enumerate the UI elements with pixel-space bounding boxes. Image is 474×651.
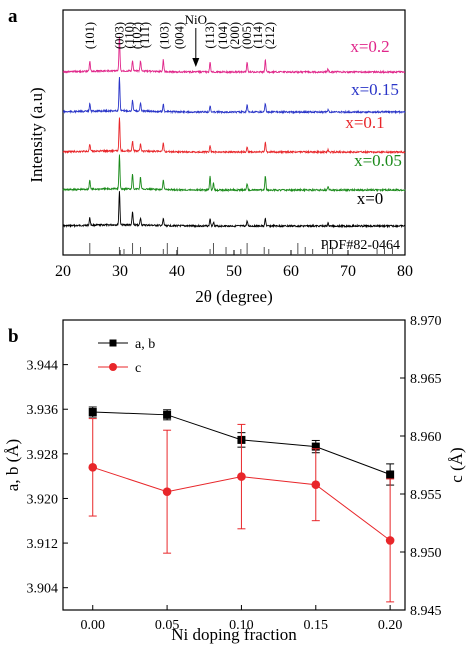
x-tick-label-40: 40	[169, 263, 185, 280]
b-yl-tick-label-2: 3.920	[27, 492, 59, 507]
xrd-pattern-x=0.05	[62, 154, 406, 193]
peak-label-(005): (005)	[240, 22, 254, 49]
lattice-series	[88, 406, 395, 603]
panel-a-ylabel: Intensity (a.u)	[27, 87, 46, 182]
b-yr-tick-label-3: 8.960	[410, 430, 442, 445]
peak-label-(114): (114)	[251, 22, 265, 49]
peak-label-(102): (102)	[130, 22, 144, 49]
xrd-pattern-x=0.1	[62, 117, 406, 155]
xrd-patterns	[62, 36, 406, 229]
panel-b-frame	[62, 319, 406, 611]
panel-b-ylabel-left: a, b (Å)	[3, 439, 22, 491]
b-x-tick-label-2: 0.10	[229, 618, 254, 633]
panel-b-label: b	[8, 326, 19, 347]
x-tick-label-30: 30	[112, 263, 128, 280]
peak-label-(004): (004)	[172, 22, 186, 49]
peak-label-(113): (113)	[203, 22, 217, 49]
series-label-x=0.05: x=0.05	[354, 151, 402, 170]
xrd-pattern-x=0	[62, 191, 406, 229]
panel-a-xrd: a Intensity (a.u) 2θ (degree) PDF#82-046…	[8, 6, 413, 306]
panel-a-xlabel: 2θ (degree)	[195, 287, 273, 306]
b-yr-tick-label-0: 8.945	[410, 604, 442, 619]
x-tick-label-20: 20	[55, 263, 71, 280]
panel-b-ylabel-right: c (Å)	[447, 447, 466, 482]
series-label-x=0.15: x=0.15	[351, 80, 399, 99]
peak-label-(103): (103)	[157, 22, 171, 49]
xrd-pattern-x=0.2	[62, 36, 406, 75]
x-tick-label-50: 50	[226, 263, 242, 280]
series-labels: x=0 x=0.05 x=0.1 x=0.15 x=0.2	[345, 37, 402, 208]
legend-marker-ab	[109, 339, 117, 347]
point-ab-1	[163, 410, 172, 419]
b-yr-tick-label-1: 8.950	[410, 546, 442, 561]
point-ab-4	[386, 470, 395, 479]
panel-b-lattice: b a, b (Å) c (Å) Ni doping fraction 0.00…	[3, 314, 466, 644]
point-c-4	[385, 536, 395, 545]
series-label-x=0.1: x=0.1	[345, 113, 384, 132]
panel-a-x-ticks: 20 30 40 50 60 70 80	[55, 250, 413, 280]
b-yl-tick-label-0: 3.904	[27, 582, 59, 597]
point-c-3	[311, 480, 321, 490]
reference-pattern	[89, 243, 393, 254]
series-label-x=0: x=0	[357, 189, 384, 208]
x-tick-label-60: 60	[283, 263, 299, 280]
panel-b-xlabel: Ni doping fraction	[171, 625, 297, 644]
b-x-tick-label-1: 0.05	[155, 618, 180, 633]
legend-label-c: c	[135, 361, 141, 376]
peak-label-(200): (200)	[228, 22, 242, 49]
x-tick-label-70: 70	[340, 263, 356, 280]
peak-labels: (101) (003)(110)(102)(111) (103) (004) (113)…	[83, 22, 277, 49]
panel-a-label: a	[8, 6, 18, 27]
peak-label-(212): (212)	[263, 22, 277, 49]
b-x-tick-label-3: 0.15	[304, 618, 329, 633]
b-yr-tick-label-5: 8.970	[410, 314, 442, 329]
nio-marker: NiO	[185, 12, 207, 67]
b-yl-tick-label-5: 3.944	[27, 359, 59, 374]
point-ab-0	[88, 408, 97, 417]
point-ab-3	[311, 442, 320, 451]
point-c-0	[88, 463, 98, 472]
b-yr-tick-label-2: 8.955	[410, 488, 442, 503]
b-yl-tick-label-1: 3.912	[27, 537, 59, 552]
point-c-2	[237, 472, 246, 481]
b-yl-tick-label-4: 3.936	[27, 403, 59, 418]
nio-arrow-head	[192, 58, 200, 67]
b-yl-tick-label-3: 3.928	[27, 448, 59, 463]
peak-label-(110): (110)	[123, 22, 137, 49]
peak-label-(101): (101)	[83, 22, 97, 49]
legend-marker-c	[109, 363, 117, 371]
x-tick-label-80: 80	[397, 263, 413, 280]
peak-label-(111): (111)	[138, 22, 152, 48]
point-c-1	[162, 487, 172, 496]
b-x-tick-label-4: 0.20	[378, 618, 403, 633]
peak-label-(003): (003)	[112, 22, 126, 49]
b-x-tick-label-0: 0.00	[80, 618, 105, 633]
reference-label: PDF#82-0464	[321, 238, 400, 253]
peak-label-(104): (104)	[216, 22, 230, 49]
nio-label: NiO	[185, 12, 207, 27]
panel-b-ticks: 0.00 0.05 0.10 0.15 0.20 3.904 3.912 3.920 3.928…	[27, 314, 442, 633]
series-label-x=0.2: x=0.2	[350, 37, 389, 56]
xrd-pattern-x=0.15	[62, 76, 406, 115]
b-yr-tick-label-4: 8.965	[410, 372, 442, 387]
panel-b-legend: a, b c	[98, 337, 155, 376]
legend-label-ab: a, b	[135, 337, 155, 352]
